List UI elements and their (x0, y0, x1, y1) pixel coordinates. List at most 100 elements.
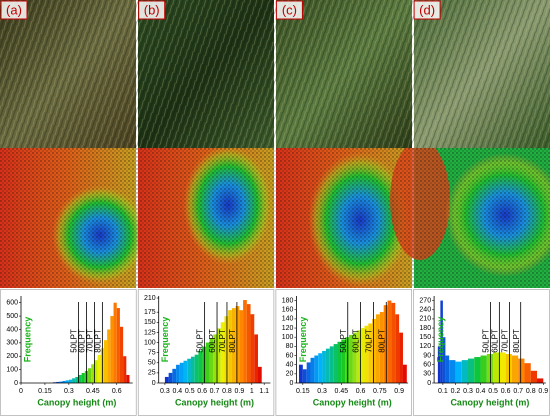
y-tick-label: 270 (419, 297, 431, 304)
bar (116, 308, 120, 383)
x-tick-label: 0.6 (197, 388, 207, 395)
bar (81, 372, 85, 383)
y-tick-label: 40 (286, 362, 294, 369)
bar (187, 358, 191, 383)
bar (257, 366, 262, 383)
lpt-label: 80LPT (93, 329, 102, 353)
bar (318, 353, 323, 383)
panel-label: (d) (419, 2, 435, 17)
bar (164, 376, 169, 383)
bar (243, 300, 247, 383)
bar (119, 326, 124, 383)
y-tick-label: 140 (282, 316, 294, 323)
y-tick-label: 0 (427, 380, 431, 387)
bar (190, 356, 195, 383)
height-maps (0, 148, 550, 288)
y-tick-label: 210 (419, 316, 431, 323)
x-axis-label: Canopy height (m) (175, 397, 254, 407)
x-tick-label: 0.4 (172, 388, 182, 395)
y-tick-label: 20 (286, 371, 294, 378)
y-tick-label: 75 (148, 349, 156, 356)
bar (395, 314, 400, 383)
bar (461, 360, 468, 383)
y-tick-label: 0 (14, 380, 18, 387)
lpt-label: 50LPT (196, 329, 205, 353)
bar (202, 346, 206, 383)
y-tick-label: 120 (419, 343, 431, 350)
x-tick-label: 0.5 (488, 388, 498, 395)
y-tick-label: 180 (419, 325, 431, 332)
lpt-label: 60LPT (78, 329, 87, 353)
histogram-panel: 50LPT 60LPT 70LPT 80LPT 0.15 0.3 0.45 0.6 0.75 0.… (275, 289, 412, 416)
x-tick-label: 0.8 (526, 388, 536, 395)
y-tick-label: 180 (282, 297, 294, 304)
lpt-label: 80LPT (377, 329, 386, 353)
point-texture (0, 148, 550, 288)
bar (72, 378, 76, 383)
lpt-label: 50LPT (339, 329, 348, 353)
bar (493, 352, 500, 383)
bar (91, 364, 95, 383)
y-tick-label: 150 (419, 334, 431, 341)
x-tick-label: 0.2 (451, 388, 461, 395)
bar (345, 337, 350, 383)
bar (62, 380, 66, 383)
y-tick-label: 0 (289, 380, 293, 387)
x-tick-label: 0.5 (185, 388, 195, 395)
lpt-label: 60LPT (490, 329, 499, 353)
x-tick-label: 1 (250, 388, 254, 395)
y-tick-label: 400 (6, 326, 18, 333)
bar (349, 334, 353, 383)
y-axis-label: Frequency (22, 317, 32, 363)
bar (246, 304, 251, 383)
lpt-label: 80LPT (228, 329, 237, 353)
y-tick-label: 100 (144, 339, 156, 346)
bar (250, 314, 255, 383)
x-tick-label: 0.15 (38, 388, 52, 395)
panel-label: (a) (6, 2, 22, 17)
bar (537, 378, 544, 383)
bar (68, 379, 73, 383)
y-tick-label: 80 (286, 343, 294, 350)
panel-label-box (0, 0, 28, 20)
panel-label-box (413, 0, 441, 20)
y-tick-label: 50 (148, 360, 156, 367)
bar (59, 381, 63, 383)
y-tick-label: 60 (423, 362, 431, 369)
bar (499, 352, 506, 383)
panel-frame (413, 289, 550, 416)
y-axis-label: Frequency (435, 317, 445, 363)
x-tick-label: 1.1 (259, 388, 269, 395)
bar (372, 318, 377, 383)
lpt-label: 80LPT (512, 329, 521, 353)
y-tick-label: 500 (6, 313, 18, 320)
bar (235, 306, 240, 383)
bar (239, 310, 244, 383)
bar (524, 363, 531, 383)
lpt-label: 70LPT (218, 329, 227, 353)
bar (205, 342, 210, 383)
x-tick-label: 0.8 (222, 388, 232, 395)
lpt-label: 70LPT (86, 329, 95, 353)
x-tick-label: 0 (19, 388, 23, 395)
bar (455, 361, 462, 383)
lpt-label: 50LPT (70, 329, 79, 353)
x-tick-label: 0.75 (373, 388, 387, 395)
bar (168, 372, 173, 383)
bar (387, 300, 392, 383)
bar (449, 360, 456, 383)
panel-label: (c) (282, 2, 297, 17)
y-tick-label: 240 (419, 307, 431, 314)
bar (176, 364, 180, 383)
bar (530, 370, 538, 383)
bar (254, 334, 258, 383)
lpt-label: 70LPT (501, 329, 510, 353)
y-tick-label: 125 (144, 329, 156, 336)
panel-label-box (275, 0, 303, 20)
bar (220, 322, 225, 383)
y-tick-label: 600 (6, 300, 18, 307)
bar (322, 350, 326, 383)
bar (298, 364, 303, 383)
x-tick-label: 0.3 (64, 388, 74, 395)
